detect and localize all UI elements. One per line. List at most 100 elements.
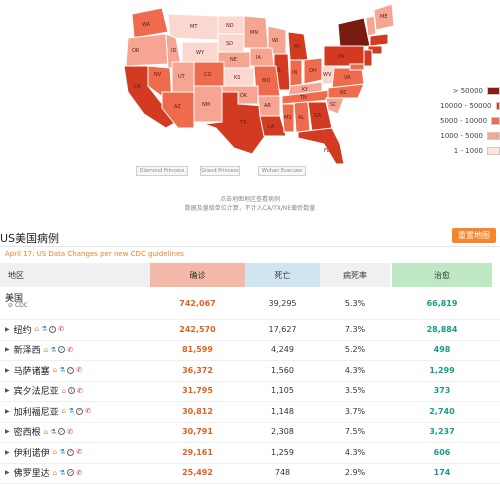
home-icon[interactable]: ⌂ [61,386,67,395]
info-icon[interactable]: i [68,387,76,395]
check-icon[interactable]: ✓ [58,428,66,436]
label-ut: UT [178,74,186,80]
label-or: OR [132,48,140,54]
state-la[interactable] [259,115,287,137]
us-map[interactable]: WA MT ND MN ID SD WY NV UT CO NE KS AZ N… [118,4,418,166]
state-wa[interactable] [131,7,169,39]
reset-map-button[interactable]: 重置地图 [452,228,496,243]
table-row[interactable]: ▶ 宾夕法尼亚 ⌂ i ✆ 31,795 1,105 3.5% 373 [0,381,500,402]
expand-arrow-icon[interactable]: ▶ [5,366,10,374]
region-name: 加利福尼亚 [13,407,59,418]
table-row[interactable]: ▶ 佛罗里达 ⌂ ⚗ ✓ ✆ 25,492 748 2.9% 174 [0,463,500,484]
expand-arrow-icon[interactable]: ▶ [5,428,10,436]
phone-icon[interactable]: ✆ [76,468,83,477]
recovered-cell: 373 [433,386,451,396]
home-icon[interactable]: ⌂ [52,468,58,477]
label-ar: AR [264,103,271,109]
state-az[interactable] [161,91,195,129]
label-az: AZ [174,104,181,110]
expand-arrow-icon[interactable]: ▶ [5,346,10,354]
legend-swatch [495,101,500,110]
header-region[interactable]: 地区 [0,263,150,287]
map-note-line: 数据及量级单位计算，不计入CA/TX/NE撤侨数量 [184,205,316,212]
home-icon[interactable]: ⌂ [43,427,49,436]
wuhan-evacuee-button[interactable]: Wuhan Evacuee [258,166,306,176]
state-fl[interactable] [297,127,345,165]
map-note-line: 点击地图地区查看病例 [219,196,280,203]
table-row[interactable]: ▶ 纽约 ⌂ ⚗ i ✆ 242,570 17,627 7.3% 28,884 [0,319,500,341]
state-ms[interactable] [281,103,295,133]
home-icon[interactable]: ⌂ [61,407,67,416]
expand-arrow-icon[interactable]: ▶ [5,387,10,395]
home-icon[interactable]: ⌂ [34,325,40,334]
phone-icon[interactable]: ✆ [67,345,74,354]
label-fl: FL [324,148,330,154]
rate-cell: 4.3% [344,447,366,457]
expand-arrow-icon[interactable]: ▶ [5,469,10,477]
phone-icon[interactable]: ✆ [67,427,74,436]
phone-icon[interactable]: ✆ [58,325,65,334]
flask-icon[interactable]: ⚗ [50,427,57,436]
table-row[interactable]: ▶ 加利福尼亚 ⌂ ⚗ ✓ ✆ 30,812 1,148 3.7% 2,740 [0,401,500,423]
label-mo: MO [262,78,270,84]
flask-icon[interactable]: ⚗ [59,468,66,477]
check-icon[interactable]: ✓ [58,346,66,354]
legend-swatch [491,116,500,125]
flask-icon[interactable]: ⚗ [68,407,75,416]
phone-icon[interactable]: ✆ [85,407,92,416]
source-label: ⊘ CDC [8,302,28,309]
header-deaths[interactable]: 死亡 [245,263,320,287]
guideline-link[interactable]: April 17: US Data Changes per new CDC gu… [5,250,184,258]
legend-item: 5000 - 10000 [440,113,500,128]
label-wy: WY [196,50,205,56]
table-row[interactable]: ▶ 伊利诺伊 ⌂ ⚗ ✓ ✆ 29,161 1,259 4.3% 606 [0,442,500,464]
state-md[interactable] [349,63,365,71]
region-name: 纽约 [13,325,32,336]
header-confirmed[interactable]: 确诊 [150,263,245,287]
header-fatality-rate[interactable]: 病死率 [320,263,390,287]
flask-icon[interactable]: ⚗ [59,448,66,457]
region-cell: ▶ 密西根 ⌂ ⚗ ✓ ✆ [0,422,150,443]
info-icon[interactable]: i [49,325,57,333]
region-cell: ▶ 伊利诺伊 ⌂ ⚗ ✓ ✆ [0,442,150,463]
state-nc[interactable] [327,83,365,99]
phone-icon[interactable]: ✆ [76,366,83,375]
region-cell: ▶ 佛罗里达 ⌂ ⚗ ✓ ✆ [0,463,150,484]
check-icon[interactable]: ✓ [67,366,75,374]
table-row[interactable]: ▶ 新泽西 ⌂ ⚗ ✓ ✆ 81,599 4,249 5.2% 498 [0,340,500,361]
legend-swatch [487,86,500,95]
grand-princess-button[interactable]: Grand Princess [200,166,240,176]
expand-arrow-icon[interactable]: ▶ [5,325,10,333]
flask-icon[interactable]: ⚗ [50,345,57,354]
phone-icon[interactable]: ✆ [76,448,83,457]
flask-icon[interactable]: ⚗ [59,366,66,375]
region-cell: 美国 [0,287,150,319]
home-icon[interactable]: ⌂ [43,345,49,354]
flask-icon[interactable]: ⚗ [41,325,48,334]
state-tx[interactable] [203,91,269,155]
check-icon[interactable]: ✓ [67,448,75,456]
confirmed-cell: 742,067 [179,298,216,308]
home-icon[interactable]: ⌂ [52,448,58,457]
state-vt[interactable] [365,15,377,37]
expand-arrow-icon[interactable]: ▶ [5,407,10,415]
expand-arrow-icon[interactable]: ▶ [5,448,10,456]
header-recovered[interactable]: 治愈 [392,263,492,287]
table-row[interactable]: ▶ 密西根 ⌂ ⚗ ✓ ✆ 30,791 2,308 7.5% 3,237 [0,422,500,443]
map-notes: 点击地图地区查看病例 数据及量级单位计算，不计入CA/TX/NE撤侨数量 [0,195,500,213]
region-name: 佛罗里达 [13,469,50,480]
state-ma[interactable] [369,33,389,47]
phone-icon[interactable]: ✆ [77,386,83,395]
label-sd: SD [226,41,233,47]
label-id: ID [171,48,176,54]
check-icon[interactable]: ✓ [76,407,84,415]
region-name: 伊利诺伊 [13,448,50,459]
state-me[interactable] [373,4,395,31]
recovered-cell: 606 [433,447,451,457]
home-icon[interactable]: ⌂ [52,366,58,375]
state-nj[interactable] [363,49,373,67]
table-row[interactable]: ▶ 马萨诸塞 ⌂ ⚗ ✓ ✆ 36,372 1,560 4.3% 1,299 [0,360,500,382]
diamond-princess-button[interactable]: Diamond Princess [136,166,188,176]
check-icon[interactable]: ✓ [67,469,75,477]
state-ia[interactable] [249,47,275,67]
